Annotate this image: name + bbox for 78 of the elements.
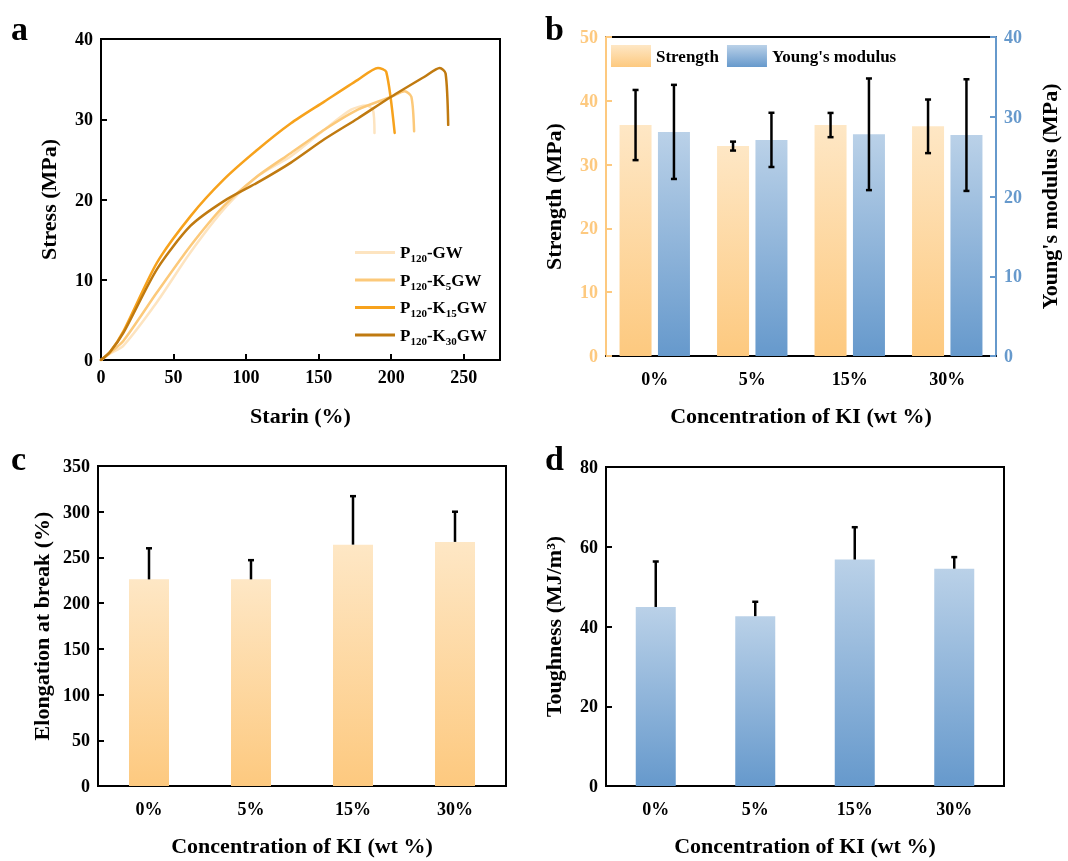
bar (834, 559, 875, 786)
x-tick-label: 100 (232, 367, 260, 387)
x-tick-label: 5% (738, 369, 766, 389)
bar (814, 125, 847, 356)
y-tick-label: 300 (63, 501, 90, 522)
y-axis-title: Stress (MPa) (35, 138, 61, 261)
x-axis-title: Starin (%) (250, 402, 351, 428)
bar (231, 579, 271, 786)
x-tick-label: 250 (450, 367, 478, 387)
x-axis-title: Concentration of KI (wt %) (674, 832, 936, 858)
y-axis-title: Elongation at break (%) (28, 511, 54, 741)
x-tick-label: 15% (831, 369, 868, 389)
y-tick-label: 100 (63, 684, 90, 705)
bar (635, 606, 676, 786)
bar (435, 541, 475, 786)
y-axis-title: Toughness (MJ/m³) (540, 535, 566, 718)
x-tick-label: 0% (642, 799, 670, 819)
x-tick-label: 5% (741, 799, 769, 819)
y-tick-label: 30 (580, 154, 598, 175)
chart-title: a (11, 9, 28, 47)
y-tick-label: 30 (75, 109, 93, 130)
y-tick-label: 20 (580, 696, 598, 717)
bar (129, 579, 169, 786)
y2-tick-label: 40 (1004, 27, 1022, 47)
y2-tick-label: 30 (1004, 106, 1022, 127)
x-axis-title: Concentration of KI (wt %) (171, 832, 433, 858)
y-tick-label: 0 (589, 776, 598, 796)
bar (912, 126, 945, 356)
x-tick-label: 30% (936, 799, 973, 819)
x-tick-label: 200 (377, 367, 405, 387)
y-tick-label: 60 (580, 536, 598, 557)
x-axis-title: Concentration of KI (wt %) (670, 402, 932, 428)
x-tick-label: 150 (305, 367, 333, 387)
y2-tick-label: 0 (1004, 346, 1013, 366)
legend-label: Strength (656, 46, 720, 66)
y-tick-label: 20 (75, 189, 93, 210)
y-tick-label: 0 (589, 346, 598, 366)
bar (717, 146, 750, 356)
bar (619, 125, 652, 356)
legend-label: Young's modulus (771, 46, 897, 66)
y-tick-label: 80 (580, 457, 598, 477)
x-tick-label: 15% (836, 799, 873, 819)
chart-title: d (545, 439, 564, 477)
y-tick-label: 250 (63, 547, 90, 568)
y-tick-label: 40 (580, 90, 598, 111)
bar (755, 139, 788, 356)
bar (735, 616, 776, 786)
x-tick-label: 0 (96, 367, 106, 387)
x-tick-label: 15% (335, 799, 371, 819)
y-tick-label: 10 (580, 282, 598, 303)
y-axis-title: Strength (MPa) (540, 123, 566, 270)
bar (852, 134, 885, 356)
y-tick-label: 0 (84, 350, 93, 370)
y-tick-label: 50 (580, 27, 598, 47)
y-tick-label: 200 (63, 593, 90, 614)
y-tick-label: 40 (580, 616, 598, 637)
x-tick-label: 30% (929, 369, 966, 389)
y-tick-label: 10 (75, 269, 93, 290)
chart-title: b (545, 9, 564, 47)
y2-tick-label: 20 (1004, 186, 1022, 207)
bar (934, 568, 975, 786)
x-tick-label: 0% (641, 369, 669, 389)
y-tick-label: 40 (75, 29, 93, 49)
y-tick-label: 20 (580, 218, 598, 239)
bar (657, 131, 690, 356)
y-tick-label: 150 (63, 638, 90, 659)
y-tick-label: 0 (81, 776, 90, 796)
x-tick-label: 0% (135, 799, 163, 819)
bar (950, 135, 983, 356)
y-tick-label: 350 (63, 456, 90, 476)
y-tick-label: 50 (72, 730, 90, 751)
y2-tick-label: 10 (1004, 266, 1022, 287)
y2-axis-title: Young's modulus (MPa) (1036, 83, 1062, 310)
chart-title: c (11, 439, 27, 477)
bar (333, 544, 373, 786)
x-tick-label: 50 (164, 367, 183, 387)
x-tick-label: 30% (437, 799, 473, 819)
x-tick-label: 5% (237, 799, 265, 819)
